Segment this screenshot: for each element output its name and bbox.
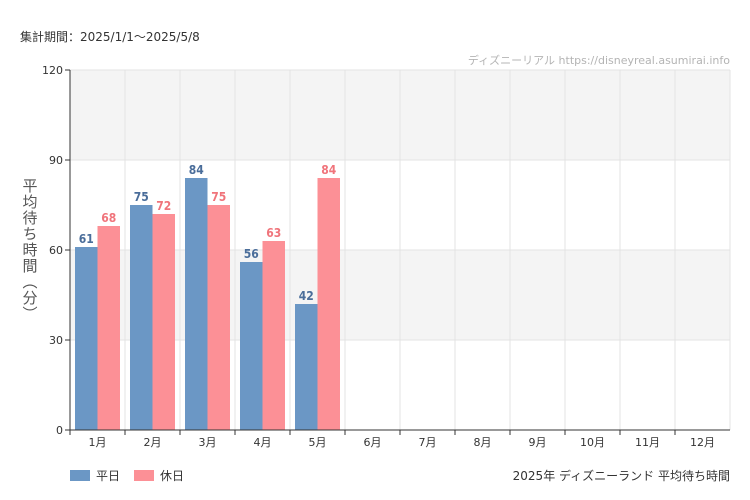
- data-label-weekday: 61: [79, 232, 94, 246]
- y-tick-label: 30: [49, 334, 63, 347]
- data-label-holiday: 72: [156, 199, 171, 213]
- x-tick-label: 1月: [89, 436, 107, 449]
- x-tick-label: 12月: [690, 436, 715, 449]
- data-label-weekday: 75: [134, 190, 149, 204]
- data-label-weekday: 42: [299, 289, 314, 303]
- x-tick-label: 6月: [364, 436, 382, 449]
- bar-holiday: [97, 226, 120, 430]
- x-tick-label: 5月: [309, 436, 327, 449]
- bar-holiday: [207, 205, 230, 430]
- data-label-holiday: 75: [211, 190, 226, 204]
- y-tick-label: 60: [49, 244, 63, 257]
- data-label-holiday: 84: [321, 163, 337, 177]
- chart-title: 2025年 ディズニーランド 平均待ち時間: [512, 469, 730, 483]
- x-tick-label: 2月: [144, 436, 162, 449]
- y-tick-label: 0: [56, 424, 63, 437]
- legend-swatch-weekday: [70, 470, 90, 481]
- x-tick-label: 7月: [419, 436, 437, 449]
- source-credit: ディズニーリアル https://disneyreal.asumirai.inf…: [467, 54, 730, 67]
- legend-label-holiday: 休日: [160, 469, 185, 483]
- y-tick-label: 120: [42, 64, 63, 77]
- data-label-weekday: 56: [244, 247, 259, 261]
- data-label-holiday: 68: [101, 211, 116, 225]
- legend: 平日 休日: [70, 467, 198, 484]
- x-tick-label: 10月: [580, 436, 605, 449]
- data-label-holiday: 63: [266, 226, 281, 240]
- bar-weekday: [185, 178, 208, 430]
- bar-weekday: [295, 304, 318, 430]
- bar-holiday: [152, 214, 175, 430]
- bar-weekday: [240, 262, 263, 430]
- x-tick-label: 3月: [199, 436, 217, 449]
- x-tick-label: 8月: [474, 436, 492, 449]
- bar-weekday: [130, 205, 153, 430]
- bar-weekday: [75, 247, 98, 430]
- x-tick-label: 9月: [529, 436, 547, 449]
- x-tick-label: 11月: [635, 436, 660, 449]
- bar-holiday: [317, 178, 340, 430]
- legend-item-weekday[interactable]: 平日: [70, 467, 120, 484]
- legend-item-holiday[interactable]: 休日: [134, 467, 184, 484]
- y-axis-title: 平均待ち時間（分）: [20, 178, 39, 322]
- x-tick-label: 4月: [254, 436, 272, 449]
- y-axis-title-wrap: 平均待ち時間（分）: [20, 160, 40, 340]
- y-tick-label: 90: [49, 154, 63, 167]
- aggregation-period: 集計期間：2025/1/1～2025/5/8: [20, 30, 200, 44]
- bar-holiday: [262, 241, 285, 430]
- legend-swatch-holiday: [134, 470, 155, 481]
- legend-label-weekday: 平日: [96, 469, 121, 483]
- data-label-weekday: 84: [189, 163, 205, 177]
